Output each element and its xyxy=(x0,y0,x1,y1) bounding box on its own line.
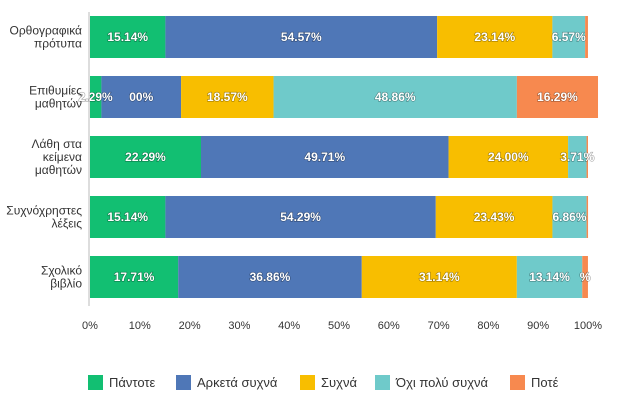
x-tick-label: 40% xyxy=(278,320,300,332)
bar-segment[interactable] xyxy=(165,196,436,238)
data-label: 31.14% xyxy=(419,270,460,284)
category-label: Ορθογραφικά πρότυπα xyxy=(9,24,82,51)
legend-label[interactable]: Αρκετά συχνά xyxy=(197,375,278,390)
data-label: 18.57% xyxy=(207,90,248,104)
data-label: 13.14% xyxy=(529,270,570,284)
data-label: 54.57% xyxy=(281,30,322,44)
x-tick-label: 70% xyxy=(428,320,450,332)
x-tick-label: 90% xyxy=(527,320,549,332)
x-tick-label: 50% xyxy=(328,320,350,332)
data-label: 49.71% xyxy=(304,150,345,164)
data-label: 15.14% xyxy=(107,30,148,44)
data-label: 3.71% xyxy=(560,150,594,164)
bar-segment[interactable] xyxy=(568,136,587,178)
x-tick-label: 30% xyxy=(228,320,250,332)
bar-segment[interactable] xyxy=(552,16,586,58)
data-label: 54.29% xyxy=(280,210,321,224)
bar-segment[interactable] xyxy=(90,76,102,118)
x-tick-label: 0% xyxy=(82,320,98,332)
bar-segment[interactable] xyxy=(582,256,588,298)
bar-segment[interactable] xyxy=(201,136,449,178)
category-label: Σχολικό βιβλίο xyxy=(41,264,82,291)
bar-segment[interactable] xyxy=(165,16,438,58)
x-tick-label: 10% xyxy=(129,320,151,332)
legend-label[interactable]: Συχνά xyxy=(321,375,357,390)
data-label: 36.86% xyxy=(250,270,291,284)
data-label: 24.00% xyxy=(488,150,529,164)
bar-segment[interactable] xyxy=(361,256,517,298)
bar-segment[interactable] xyxy=(586,196,589,238)
bar-segment[interactable] xyxy=(178,256,362,298)
x-tick-label: 80% xyxy=(477,320,499,332)
data-label: 16.29% xyxy=(537,90,578,104)
bar-segment[interactable] xyxy=(552,196,587,238)
legend-swatch[interactable] xyxy=(375,375,390,390)
bar-segment[interactable] xyxy=(435,196,553,238)
data-label: 22.29% xyxy=(125,150,166,164)
bar-segment[interactable] xyxy=(516,256,583,298)
data-label: 15.14% xyxy=(107,210,148,224)
data-label: 00% xyxy=(129,90,153,104)
bar-segment[interactable] xyxy=(101,76,182,118)
legend-label[interactable]: Πάντοτε xyxy=(109,375,156,390)
category-label: Συχνόχρηστες λέξεις xyxy=(6,204,82,231)
data-label: 23.43% xyxy=(474,210,515,224)
category-label: Λάθη στα κείμενα μαθητών xyxy=(31,137,82,177)
bar-segment[interactable] xyxy=(437,16,553,58)
legend-label[interactable]: Ποτέ xyxy=(531,375,559,390)
bar-segment[interactable] xyxy=(448,136,569,178)
legend-swatch[interactable] xyxy=(88,375,103,390)
data-label: 23.14% xyxy=(474,30,515,44)
bar-segment[interactable] xyxy=(90,16,166,58)
data-label: 17.71% xyxy=(114,270,155,284)
data-label: 2.29% xyxy=(79,90,113,104)
x-tick-label: 100% xyxy=(574,320,602,332)
bar-segment[interactable] xyxy=(181,76,274,118)
data-label: 6.57% xyxy=(552,30,586,44)
bar-segment[interactable] xyxy=(90,196,166,238)
bar-segment[interactable] xyxy=(90,136,202,178)
category-label: Επιθυμίες μαθητών xyxy=(29,84,82,111)
legend-swatch[interactable] xyxy=(300,375,315,390)
x-tick-label: 20% xyxy=(179,320,201,332)
legend-label[interactable]: Όχι πολύ συχνά xyxy=(395,375,489,390)
bar-segment[interactable] xyxy=(516,76,599,118)
legend-swatch[interactable] xyxy=(510,375,525,390)
bar-segment[interactable] xyxy=(90,256,179,298)
bar-segment[interactable] xyxy=(586,136,588,178)
data-label: 48.86% xyxy=(375,90,416,104)
data-label: % xyxy=(580,270,591,284)
bar-segment[interactable] xyxy=(585,16,588,58)
bar-segment[interactable] xyxy=(273,76,517,118)
x-tick-label: 60% xyxy=(378,320,400,332)
legend-swatch[interactable] xyxy=(176,375,191,390)
data-label: 6.86% xyxy=(553,210,587,224)
